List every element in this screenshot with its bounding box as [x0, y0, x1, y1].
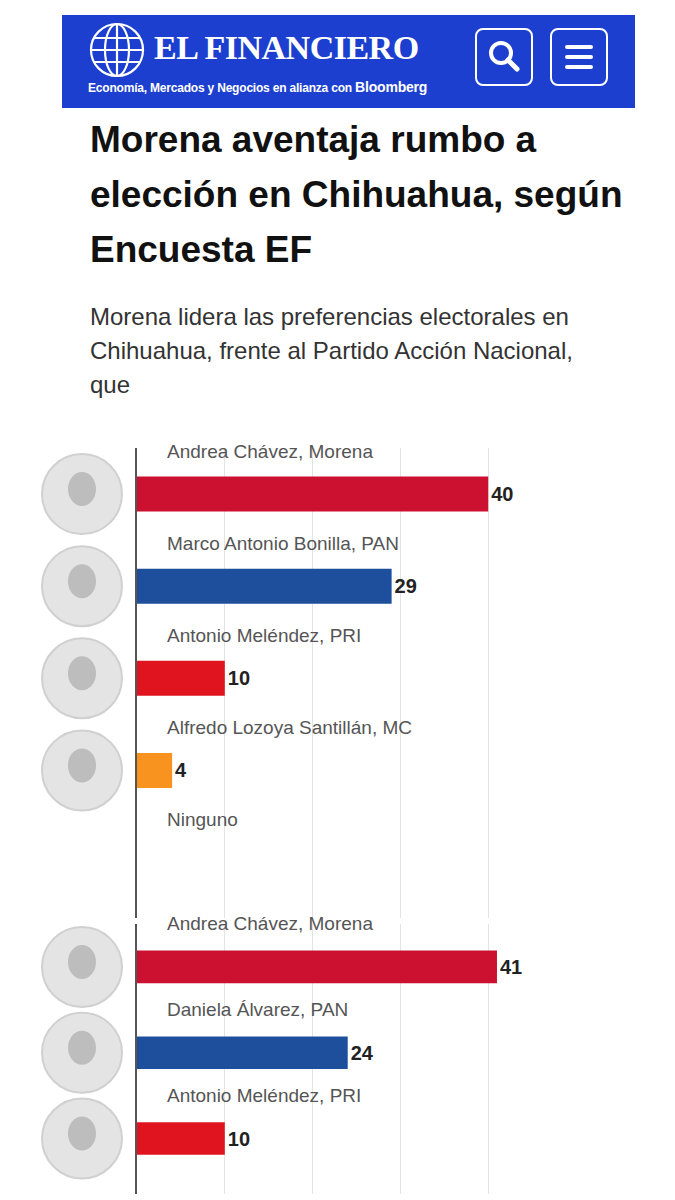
- svg-text:Daniela Álvarez, PAN: Daniela Álvarez, PAN: [167, 999, 348, 1020]
- html-text:Economía, Mercados y Negocios: Economía, Mercados y Negocios en alianza…: [88, 79, 428, 95]
- svg-text:24: 24: [351, 1042, 374, 1064]
- svg-text:29: 29: [395, 575, 417, 597]
- html-text:Morena aventaja rumbo a elecci: Morena aventaja rumbo a elección en Chih…: [90, 119, 623, 270]
- svg-text:Alfredo Lozoya Santillán, MC: Alfredo Lozoya Santillán, MC: [167, 717, 412, 738]
- html-text:Morena lidera las preferencias: Morena lidera las preferencias electoral…: [90, 303, 573, 398]
- svg-text:10: 10: [228, 667, 250, 689]
- svg-text:Antonio Meléndez, PRI: Antonio Meléndez, PRI: [167, 1085, 361, 1106]
- svg-text:41: 41: [500, 956, 522, 978]
- html-text:EL FINANCIERO: EL FINANCIERO: [154, 29, 419, 66]
- svg-text:10: 10: [228, 1128, 250, 1150]
- svg-text:Andrea Chávez, Morena: Andrea Chávez, Morena: [167, 441, 373, 462]
- svg-text:4: 4: [175, 759, 187, 781]
- svg-text:Ninguno: Ninguno: [167, 809, 238, 830]
- svg-text:Antonio Meléndez, PRI: Antonio Meléndez, PRI: [167, 625, 361, 646]
- svg-text:40: 40: [491, 483, 513, 505]
- svg-text:Andrea Chávez, Morena: Andrea Chávez, Morena: [167, 913, 373, 934]
- svg-text:Marco Antonio Bonilla, PAN: Marco Antonio Bonilla, PAN: [167, 533, 399, 554]
